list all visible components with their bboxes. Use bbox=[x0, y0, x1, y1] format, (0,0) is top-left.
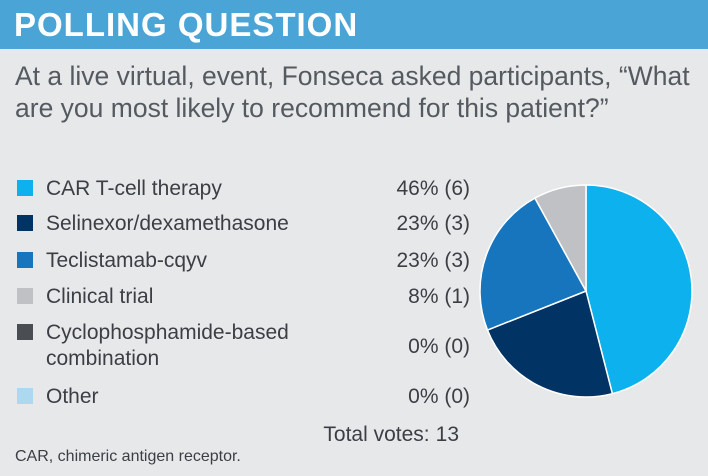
legend-swatch bbox=[17, 288, 33, 304]
total-votes-label: Total votes: bbox=[323, 423, 430, 446]
header-title: POLLING QUESTION bbox=[14, 6, 359, 43]
legend-label: Other bbox=[46, 385, 99, 408]
footnote: CAR, chimeric antigen receptor. bbox=[15, 448, 241, 465]
total-votes: Total votes: 13 bbox=[323, 422, 459, 448]
pie-slice bbox=[486, 289, 614, 398]
legend-swatch bbox=[17, 215, 33, 231]
legend-swatch bbox=[17, 324, 33, 340]
header-bar: POLLING QUESTION bbox=[0, 0, 708, 49]
legend-item: CAR T-cell therapy 46% (6) bbox=[0, 176, 470, 202]
legend-label: Teclistamab-cqyv bbox=[46, 249, 208, 272]
legend-label: Clinical trial bbox=[46, 285, 154, 308]
legend-item: Selinexor/dexamethasone 23% (3) bbox=[0, 211, 470, 237]
legend-value: 23% (3) bbox=[396, 249, 470, 272]
legend-label: CAR T-cell therapy bbox=[46, 177, 222, 200]
legend-item: Clinical trial 8% (1) bbox=[0, 284, 470, 310]
question-text: At a live virtual, event, Fonseca asked … bbox=[15, 61, 690, 123]
legend-item: Teclistamab-cqyv 23% (3) bbox=[0, 248, 470, 274]
pie-slice bbox=[585, 184, 693, 395]
legend-swatch bbox=[17, 252, 33, 268]
legend-value: 8% (1) bbox=[408, 285, 470, 308]
legend-value: 23% (3) bbox=[396, 212, 470, 235]
legend-item: Cyclophosphamide-based combination 0% (0… bbox=[0, 320, 470, 374]
legend-item: Other 0% (0) bbox=[0, 384, 470, 410]
legend-value: 0% (0) bbox=[408, 335, 470, 358]
pie-chart bbox=[479, 184, 693, 398]
total-votes-value: 13 bbox=[435, 423, 459, 446]
legend-value: 0% (0) bbox=[408, 385, 470, 408]
legend-label: Selinexor/dexamethasone bbox=[46, 212, 289, 235]
legend-label: Cyclophosphamide-based bbox=[46, 321, 289, 344]
legend-swatch bbox=[17, 180, 33, 196]
legend-value: 46% (6) bbox=[396, 177, 470, 200]
pie-slice bbox=[533, 184, 587, 292]
pie-slice bbox=[479, 197, 588, 331]
legend-label-line2: combination bbox=[46, 347, 160, 370]
legend-swatch bbox=[17, 388, 33, 404]
